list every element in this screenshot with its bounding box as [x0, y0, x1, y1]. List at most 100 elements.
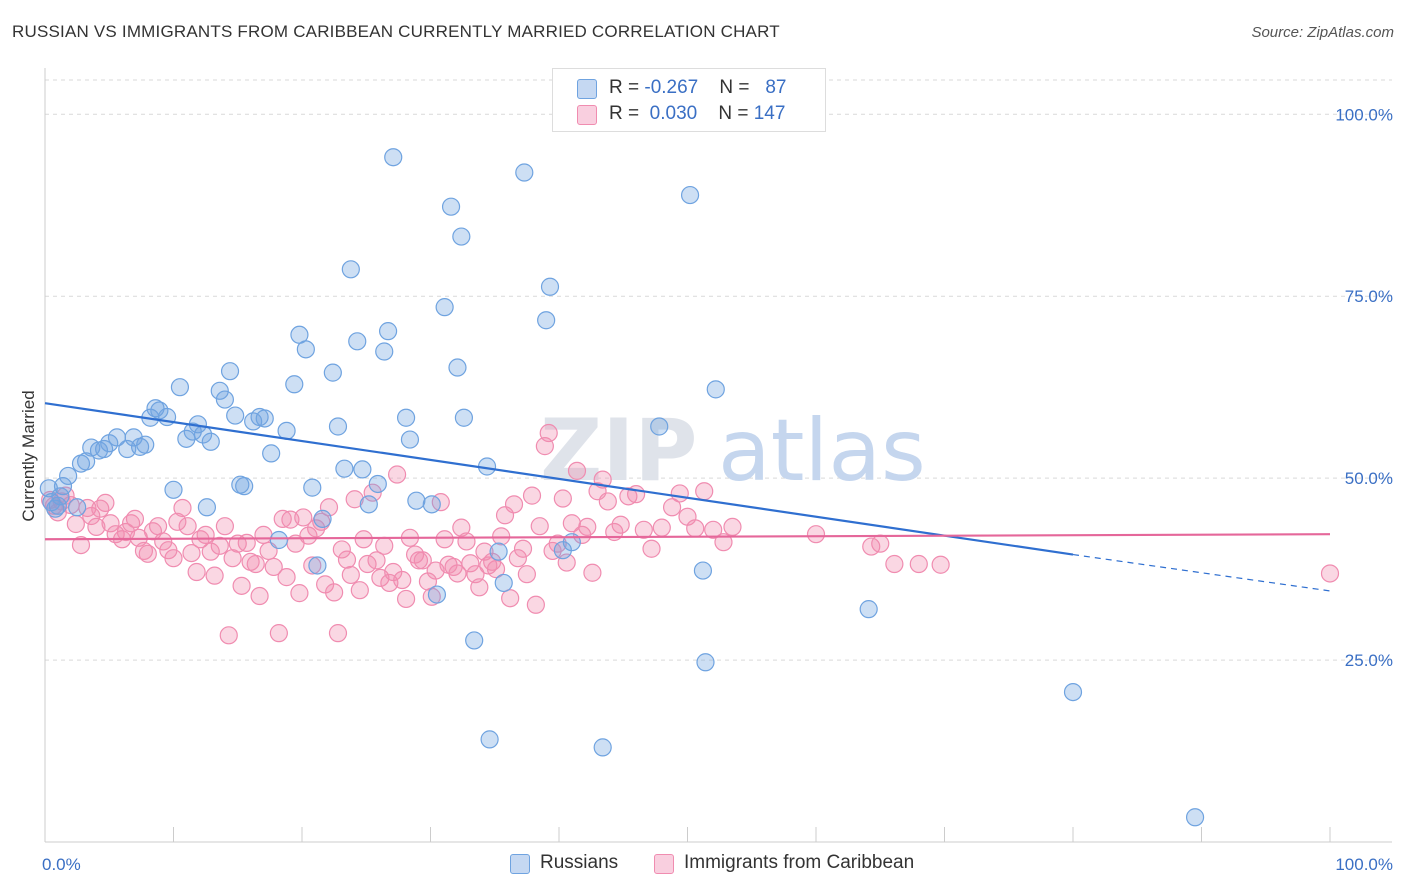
- y-tick-label: 100.0%: [1335, 105, 1393, 124]
- data-point: [215, 517, 234, 536]
- data-point: [196, 525, 215, 545]
- legend-r-value: 0.030: [649, 103, 698, 124]
- data-point: [578, 517, 597, 537]
- data-point: [254, 525, 273, 545]
- data-point: [1185, 808, 1205, 827]
- legend-label-caribbean: Immigrants from Caribbean: [684, 852, 915, 873]
- data-point: [164, 549, 183, 568]
- watermark: ZIP atlas: [540, 401, 926, 501]
- data-point: [59, 466, 78, 486]
- data-point: [164, 480, 183, 499]
- legend-n-value: 147: [753, 103, 786, 124]
- data-point: [593, 738, 612, 757]
- data-point: [407, 491, 426, 510]
- legend-n-value: 87: [765, 77, 787, 98]
- trend-line-russians: [44, 402, 1074, 556]
- data-point: [299, 526, 318, 545]
- data-point: [235, 477, 254, 496]
- data-point: [885, 554, 904, 574]
- data-point: [348, 332, 367, 351]
- data-point: [197, 498, 217, 517]
- axes: [44, 68, 1392, 843]
- data-point: [154, 532, 173, 551]
- data-point: [626, 485, 646, 504]
- legend-label-russians: Russians: [540, 852, 619, 873]
- data-point: [931, 555, 950, 574]
- data-point: [454, 408, 474, 427]
- data-point: [1320, 564, 1340, 583]
- data-point: [567, 461, 587, 480]
- legend-swatch-pink: [654, 854, 674, 874]
- data-point: [475, 542, 494, 561]
- data-point: [173, 498, 192, 518]
- data-point: [517, 565, 536, 584]
- data-point: [337, 550, 357, 569]
- data-point: [124, 428, 143, 447]
- data-point: [393, 570, 412, 590]
- data-point: [201, 542, 220, 561]
- data-point: [435, 298, 454, 317]
- data-point: [470, 578, 489, 597]
- data-point: [220, 362, 240, 381]
- data-point: [413, 551, 432, 570]
- data-point: [219, 626, 238, 645]
- data-point: [303, 478, 322, 497]
- x-tick-label: 100.0%: [1335, 855, 1393, 874]
- data-point: [634, 520, 653, 539]
- data-point: [530, 517, 549, 536]
- data-point: [686, 519, 705, 538]
- data-point: [182, 543, 201, 563]
- data-point: [178, 517, 197, 536]
- data-point: [806, 525, 826, 544]
- data-point: [255, 409, 274, 428]
- data-point: [598, 492, 617, 511]
- data-point: [332, 540, 351, 559]
- data-point: [91, 499, 110, 518]
- data-point: [95, 439, 114, 459]
- data-point: [296, 340, 315, 359]
- legend-n-label: N =: [719, 77, 755, 98]
- data-point: [714, 533, 733, 552]
- data-point: [303, 556, 322, 575]
- data-point: [363, 483, 382, 502]
- data-point: [285, 375, 304, 394]
- watermark-atlas: atlas: [718, 401, 926, 501]
- data-point: [375, 536, 394, 555]
- data-point: [77, 452, 96, 471]
- data-point: [680, 185, 700, 205]
- data-point: [250, 586, 269, 606]
- legend-swatch-blue: [577, 79, 597, 99]
- data-point: [367, 551, 386, 570]
- data-point: [562, 514, 581, 533]
- data-point: [704, 520, 723, 539]
- data-point: [480, 730, 499, 749]
- data-point: [378, 322, 398, 341]
- data-point: [650, 417, 669, 436]
- data-point: [508, 549, 527, 568]
- data-point: [695, 482, 714, 501]
- y-tick-label: 25.0%: [1345, 651, 1393, 670]
- data-point: [368, 474, 387, 494]
- trend-line-caribbean: [44, 533, 1331, 541]
- trend-line-russians-extension: [1072, 553, 1331, 592]
- data-point: [215, 390, 234, 409]
- data-point: [290, 584, 309, 603]
- legend-swatch-pink: [577, 105, 597, 125]
- data-point: [457, 532, 476, 551]
- data-point: [205, 566, 224, 585]
- data-point: [294, 508, 313, 527]
- data-point: [461, 554, 480, 573]
- data-point: [723, 517, 742, 537]
- data-point: [1063, 682, 1083, 702]
- data-point: [277, 568, 296, 587]
- data-point: [71, 535, 91, 555]
- data-point: [353, 460, 372, 479]
- data-point: [448, 358, 467, 377]
- data-point: [210, 536, 229, 555]
- data-point: [515, 163, 534, 182]
- legend-r-value: -0.267: [644, 77, 699, 98]
- data-point: [101, 514, 120, 533]
- data-point: [136, 435, 155, 454]
- data-point: [409, 551, 429, 570]
